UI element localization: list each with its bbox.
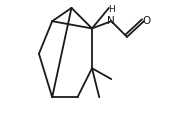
Text: H: H	[109, 5, 115, 14]
Text: O: O	[143, 16, 151, 26]
Text: N: N	[107, 16, 115, 26]
